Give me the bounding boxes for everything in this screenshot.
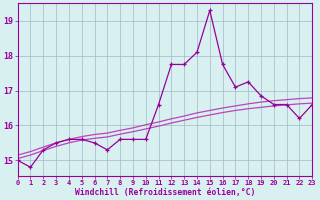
X-axis label: Windchill (Refroidissement éolien,°C): Windchill (Refroidissement éolien,°C) — [75, 188, 255, 197]
